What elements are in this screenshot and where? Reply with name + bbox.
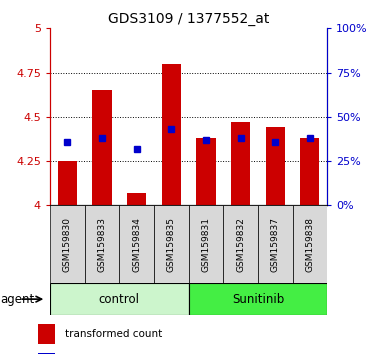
Text: GSM159830: GSM159830 bbox=[63, 217, 72, 272]
Bar bbox=[50, 283, 189, 315]
Text: agent: agent bbox=[0, 293, 34, 306]
Title: GDS3109 / 1377552_at: GDS3109 / 1377552_at bbox=[108, 12, 270, 26]
Bar bbox=[154, 205, 189, 283]
Text: GSM159833: GSM159833 bbox=[97, 217, 107, 272]
Bar bbox=[162, 64, 181, 205]
Bar bbox=[231, 122, 250, 205]
Bar bbox=[92, 90, 112, 205]
Bar bbox=[189, 205, 223, 283]
Bar bbox=[58, 161, 77, 205]
Text: GSM159832: GSM159832 bbox=[236, 217, 245, 272]
Text: control: control bbox=[99, 293, 140, 306]
Bar bbox=[50, 205, 85, 283]
Bar bbox=[223, 205, 258, 283]
Bar bbox=[38, 324, 55, 344]
Text: GSM159834: GSM159834 bbox=[132, 217, 141, 272]
Bar bbox=[266, 127, 285, 205]
Text: GSM159835: GSM159835 bbox=[167, 217, 176, 272]
Bar bbox=[119, 205, 154, 283]
Text: Sunitinib: Sunitinib bbox=[232, 293, 284, 306]
Text: GSM159831: GSM159831 bbox=[201, 217, 211, 272]
Bar bbox=[189, 283, 327, 315]
Bar bbox=[127, 193, 146, 205]
Bar bbox=[85, 205, 119, 283]
Bar bbox=[196, 138, 216, 205]
Text: GSM159838: GSM159838 bbox=[305, 217, 315, 272]
Bar bbox=[293, 205, 327, 283]
Bar bbox=[38, 353, 55, 354]
Bar bbox=[300, 138, 320, 205]
Text: transformed count: transformed count bbox=[65, 329, 162, 339]
Text: GSM159837: GSM159837 bbox=[271, 217, 280, 272]
Bar bbox=[258, 205, 293, 283]
